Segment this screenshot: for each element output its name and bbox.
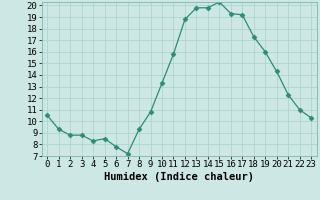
X-axis label: Humidex (Indice chaleur): Humidex (Indice chaleur): [104, 172, 254, 182]
